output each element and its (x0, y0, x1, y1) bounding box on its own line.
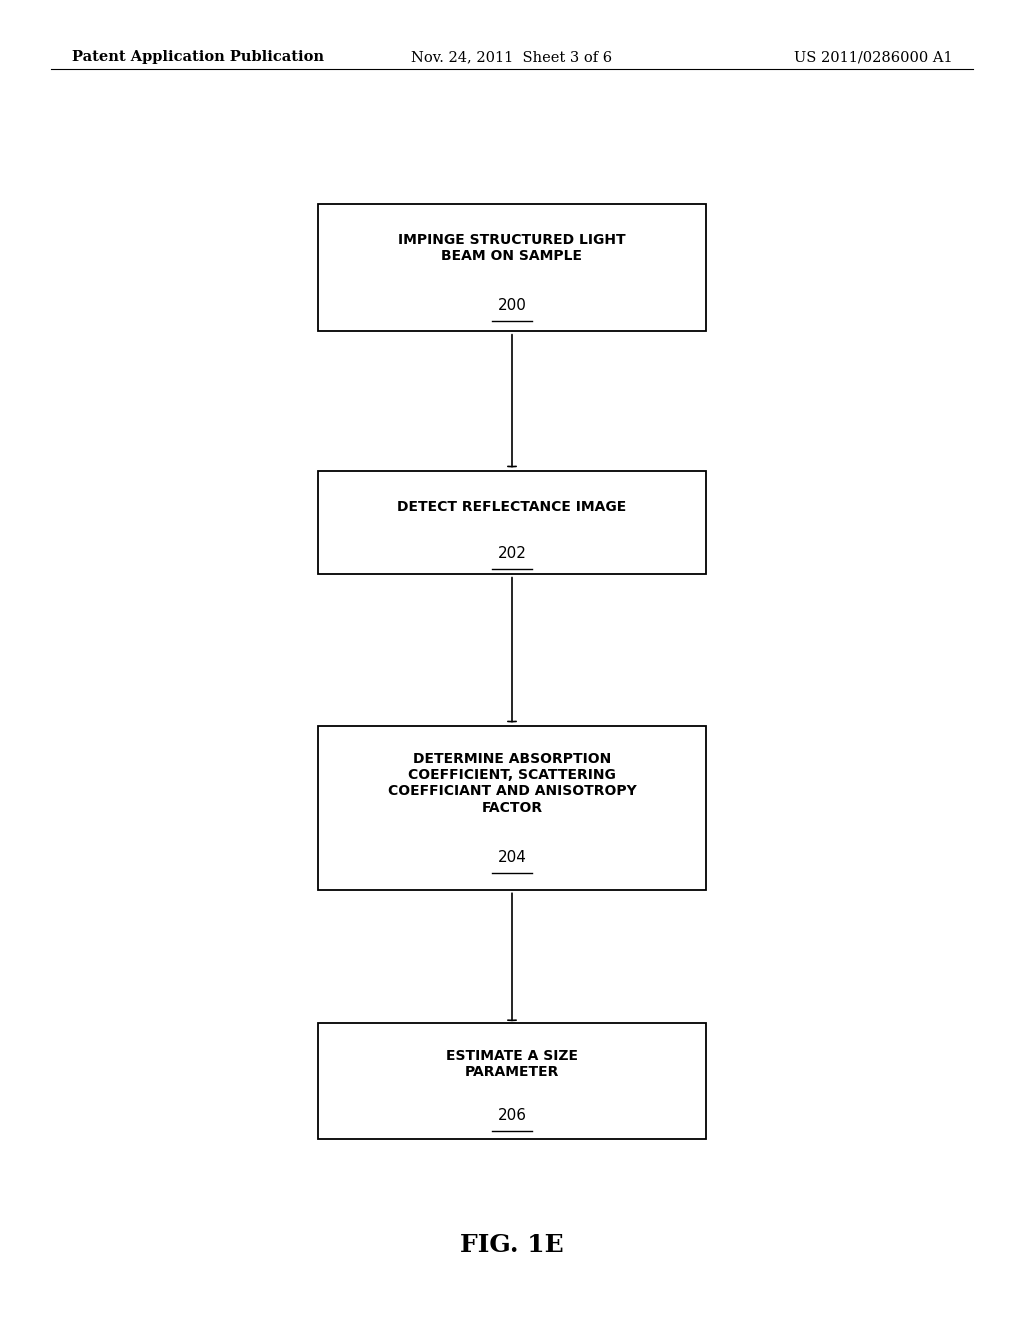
Text: 204: 204 (498, 850, 526, 865)
Bar (318, 726, 706, 890)
Text: 206: 206 (498, 1109, 526, 1123)
Text: US 2011/0286000 A1: US 2011/0286000 A1 (794, 50, 952, 65)
Text: ESTIMATE A SIZE
PARAMETER: ESTIMATE A SIZE PARAMETER (446, 1048, 578, 1078)
Text: DETERMINE ABSORPTION
COEFFICIENT, SCATTERING
COEFFICIANT AND ANISOTROPY
FACTOR: DETERMINE ABSORPTION COEFFICIENT, SCATTE… (388, 752, 636, 814)
Text: Nov. 24, 2011  Sheet 3 of 6: Nov. 24, 2011 Sheet 3 of 6 (412, 50, 612, 65)
Bar (318, 203, 706, 331)
Bar (318, 1023, 706, 1139)
Text: FIG. 1E: FIG. 1E (460, 1233, 564, 1257)
Text: Patent Application Publication: Patent Application Publication (72, 50, 324, 65)
Text: DETECT REFLECTANCE IMAGE: DETECT REFLECTANCE IMAGE (397, 500, 627, 513)
Text: IMPINGE STRUCTURED LIGHT
BEAM ON SAMPLE: IMPINGE STRUCTURED LIGHT BEAM ON SAMPLE (398, 234, 626, 264)
Text: 202: 202 (498, 546, 526, 561)
Bar (318, 471, 706, 574)
Text: 200: 200 (498, 298, 526, 313)
